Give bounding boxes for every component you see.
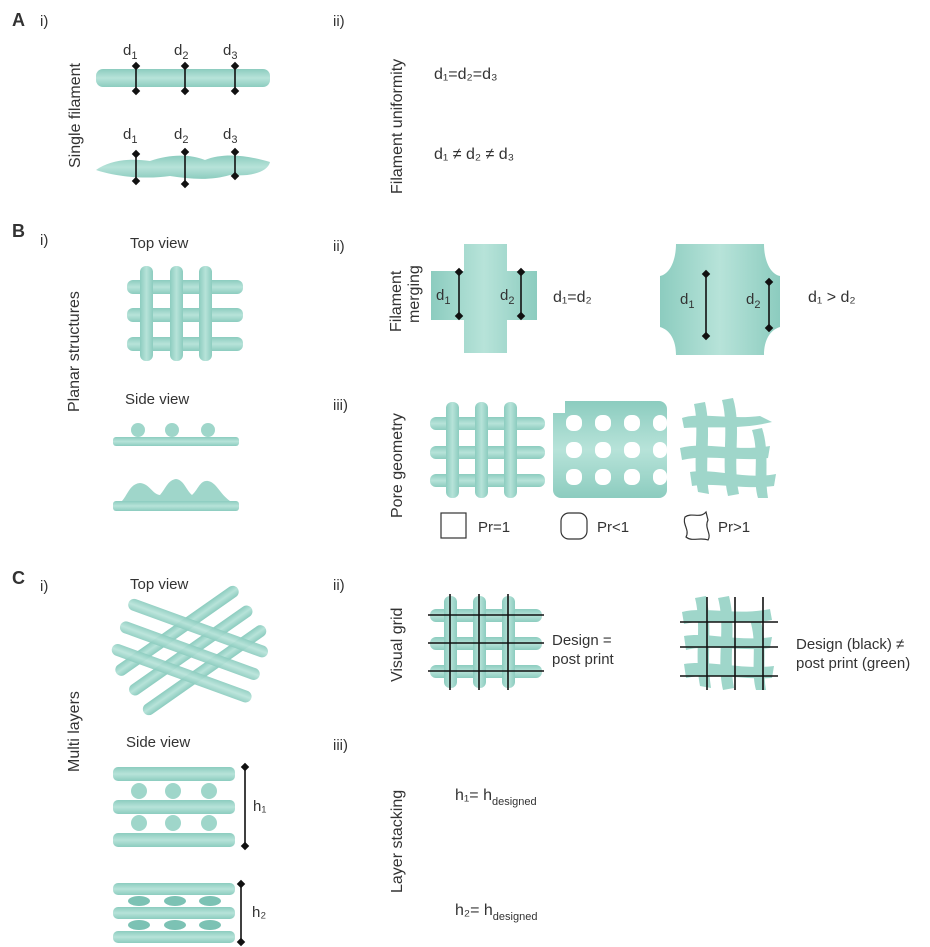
svg-text:d1: d1 (123, 126, 137, 146)
multilayer-top-view (111, 585, 268, 716)
planar-side-view-merged (113, 479, 239, 511)
pr-less-label: Pr<1 (597, 519, 629, 536)
multilayer-side-view-2: h₂ (113, 879, 266, 947)
nonuniform-diameter-labels: d1 d2 d3 (123, 126, 237, 146)
panel-c-ii-label: ii) (333, 577, 345, 594)
h2-equation: h₂= hdesigned (455, 902, 537, 923)
uniform-diameter-labels: d1 d2 d3 (123, 42, 237, 62)
merge-greater-equation: d₁ > d₂ (808, 289, 856, 306)
h2-marker: h₂ (252, 904, 266, 921)
panel-b-iii-label: iii) (333, 397, 348, 414)
pore-grid-rounded (553, 401, 667, 498)
c-top-view-label: Top view (130, 576, 189, 593)
uniform-equation: d₁=d₂=d₃ (434, 66, 498, 83)
svg-text:d1: d1 (123, 42, 137, 62)
panel-c-i-label: i) (40, 578, 48, 595)
svg-text:d2: d2 (174, 126, 188, 146)
merge-cross-greater: d1 d2 (660, 244, 780, 355)
pore-shape-irregular-icon (683, 510, 710, 541)
b-top-view-label: Top view (130, 235, 189, 252)
design-equal-line1: Design = (552, 632, 612, 649)
panel-a-i-label: i) (40, 13, 48, 30)
panel-letter-c: C (12, 568, 25, 588)
svg-text:d3: d3 (223, 126, 237, 146)
pore-grid-irregular (680, 398, 776, 498)
panel-letter-a: A (12, 10, 25, 30)
panel-letter-b: B (12, 221, 25, 241)
merge-cross-equal: d1 d2 (431, 244, 537, 353)
panel-b-i-label: i) (40, 232, 48, 249)
design-equal-line2: post print (552, 651, 615, 668)
b-side-view-label: Side view (125, 391, 189, 408)
nonuniform-filament (96, 147, 270, 189)
merge-equal-equation: d₁=d₂ (553, 289, 592, 306)
h1-marker: h₁ (253, 798, 266, 815)
svg-text:d2: d2 (746, 291, 760, 311)
multilayer-side-view-1: h₁ (113, 762, 266, 851)
h1-equation: h₁= hdesigned (455, 787, 537, 808)
multi-layers-label: Multi layers (66, 691, 83, 772)
filament-uniformity-label: Filament uniformity (389, 59, 406, 194)
uniform-filament (96, 61, 270, 96)
svg-text:d2: d2 (500, 287, 514, 307)
pr-equal-label: Pr=1 (478, 519, 510, 536)
planar-side-view-round (113, 423, 239, 446)
svg-text:d1: d1 (680, 291, 694, 311)
single-filament-label: Single filament (67, 63, 84, 169)
svg-text:d2: d2 (174, 42, 188, 62)
panel-a-ii-label: ii) (333, 13, 345, 30)
panel-b-ii-label: ii) (333, 238, 345, 255)
visual-grid-label: Visual grid (389, 608, 406, 682)
planar-structures-label: Planar structures (66, 291, 83, 412)
design-notequal-line1: Design (black) ≠ (796, 636, 904, 653)
filament-merging-label-2: merging (406, 265, 423, 323)
nonuniform-equation: d₁ ≠ d₂ ≠ d₃ (434, 146, 514, 163)
visual-grid-match (428, 594, 544, 690)
visual-grid-mismatch (680, 596, 778, 690)
planar-top-view-grid (127, 266, 243, 361)
pore-shape-rounded-icon (560, 512, 588, 540)
c-side-view-label: Side view (126, 734, 190, 751)
svg-text:d3: d3 (223, 42, 237, 62)
pore-shape-square-icon (440, 512, 467, 539)
pore-geometry-label: Pore geometry (389, 413, 406, 518)
design-notequal-line2: post print (green) (796, 655, 910, 672)
pr-greater-label: Pr>1 (718, 519, 750, 536)
svg-text:d1: d1 (436, 287, 450, 307)
panel-c-iii-label: iii) (333, 737, 348, 754)
pore-grid-square (430, 402, 545, 498)
layer-stacking-label: Layer stacking (389, 790, 406, 893)
filament-merging-label-1: Filament (388, 270, 405, 332)
